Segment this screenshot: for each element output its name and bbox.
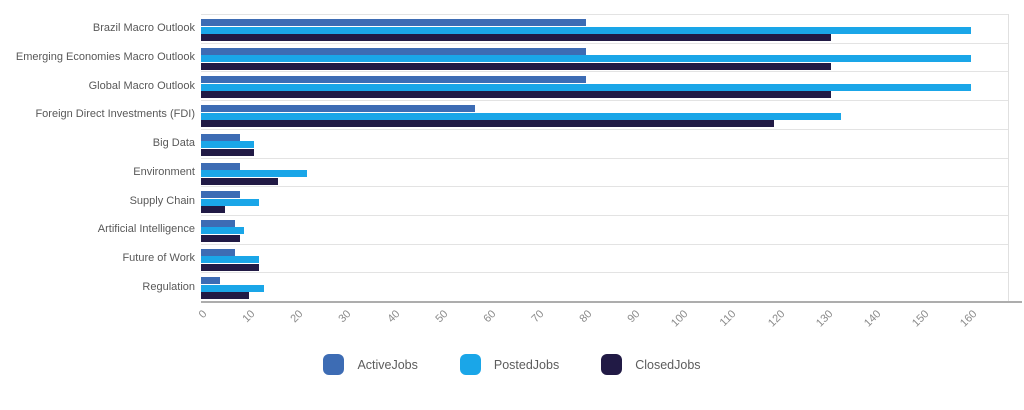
bar-activejobs-segment[interactable] [201,191,240,199]
x-axis-tick-label: 140 [861,308,884,330]
category-label: Regulation [142,280,195,293]
category-separator-gridline [201,214,1008,216]
category-label: Future of Work [122,251,195,264]
x-axis-tick-label: 70 [529,308,547,326]
bar-activejobs-segment[interactable] [201,105,476,113]
bar-postedjobs-segment[interactable] [201,141,254,149]
bar-activejobs-segment[interactable] [201,219,235,227]
x-axis-tick-label: 60 [481,308,499,326]
bar-postedjobs-segment[interactable] [201,55,971,63]
bar-closedjobs-segment[interactable] [201,148,254,156]
bar-activejobs-segment[interactable] [201,248,235,256]
category-separator-gridline [201,243,1008,245]
category-separator-gridline [201,100,1008,102]
x-axis-tick-label: 150 [909,308,932,330]
bar-closedjobs-segment[interactable] [201,34,832,41]
category-separator-gridline [201,186,1008,188]
bar-closedjobs-segment[interactable] [201,234,240,242]
category-label: Emerging Economies Macro Outlook [15,51,195,64]
category-label: Supply Chain [129,194,195,207]
bar-closedjobs-segment[interactable] [201,263,259,271]
x-axis-tick-label: 40 [384,308,402,326]
bar-closedjobs-segment[interactable] [201,292,250,300]
x-axis-tick-label: 120 [765,308,787,330]
plot-right-border [1008,14,1009,301]
category-label: Environment [133,165,195,178]
bar-activejobs-segment[interactable] [201,277,221,285]
bar-closedjobs-segment[interactable] [201,177,278,185]
x-axis-tick-label: 20 [288,308,306,326]
x-axis-tick-label: 0 [196,308,210,321]
category-label: Brazil Macro Outlook [92,22,195,35]
category-label: Global Macro Outlook [88,79,195,92]
bar-activejobs-segment[interactable] [201,162,240,170]
x-axis-tick-label: 160 [958,308,980,330]
legend-item-postedjobs[interactable]: PostedJobs [459,354,560,375]
x-axis-tick-label: 30 [336,308,354,326]
legend-item-closedjobs[interactable]: ClosedJobs [601,354,701,375]
x-axis-tick-label: 110 [717,308,739,329]
category-separator-gridline [201,272,1008,274]
bar-activejobs-segment[interactable] [201,133,240,141]
category-separator-gridline [201,14,1008,15]
x-axis-tick-label: 50 [432,308,451,326]
category-separator-gridline [201,71,1008,73]
x-axis-tick-label: 10 [240,308,258,326]
category-label: Artificial Intelligence [97,223,195,236]
chart-legend: ActiveJobs PostedJobs ClosedJobs [0,354,1024,375]
bar-activejobs-segment[interactable] [201,47,586,55]
bar-postedjobs-segment[interactable] [201,112,842,120]
legend-label: PostedJobs [493,357,560,372]
bar-closedjobs-segment[interactable] [201,206,226,214]
bar-activejobs-segment[interactable] [201,76,586,84]
bar-postedjobs-segment[interactable] [201,170,307,177]
category-label: Foreign Direct Investments (FDI) [35,108,195,121]
legend-swatch-icon [601,354,623,375]
bar-postedjobs-segment[interactable] [201,198,259,206]
legend-swatch-icon [323,354,345,375]
bar-postedjobs-segment[interactable] [201,26,971,34]
x-axis-tick-label: 100 [669,308,691,330]
x-axis-tick-label: 90 [625,308,643,326]
bar-postedjobs-segment[interactable] [201,227,245,235]
x-axis-tick-label: 80 [577,308,595,326]
bar-postedjobs-segment[interactable] [201,284,264,292]
bar-postedjobs-segment[interactable] [201,83,971,91]
bar-postedjobs-segment[interactable] [201,256,259,264]
x-axis-line [201,301,1022,303]
category-label: Big Data [152,137,195,150]
bar-activejobs-segment[interactable] [201,19,586,26]
bar-closedjobs-segment[interactable] [201,62,832,70]
category-separator-gridline [201,128,1008,130]
x-axis-tick-label: 130 [813,308,836,330]
category-separator-gridline [201,157,1008,159]
bar-closedjobs-segment[interactable] [201,91,832,99]
category-separator-gridline [201,42,1008,44]
legend-swatch-icon [459,354,481,375]
legend-label: ClosedJobs [635,357,701,372]
bar-closedjobs-segment[interactable] [201,120,774,128]
legend-label: ActiveJobs [357,357,418,372]
legend-item-activejobs[interactable]: ActiveJobs [323,354,418,375]
